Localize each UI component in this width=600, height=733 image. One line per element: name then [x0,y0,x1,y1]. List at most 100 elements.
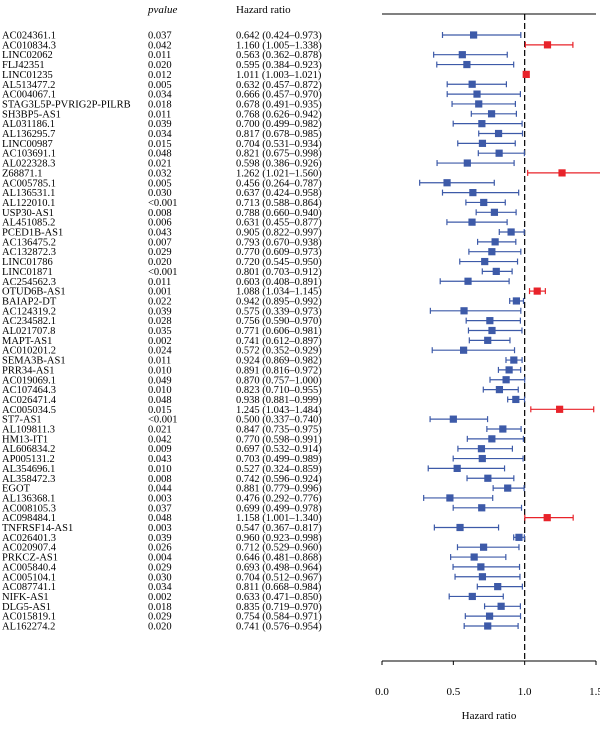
pvalue-cell: 0.015 [148,405,172,416]
gene-label: LINC01786 [2,257,53,268]
hazard-ratio-cell: 0.713 (0.588–0.864) [236,198,322,209]
gene-label: AL513477.2 [2,80,55,91]
hazard-ratio-point [486,317,494,325]
hazard-ratio-point [464,277,472,285]
hazard-ratio-point [494,583,502,591]
gene-label: AC005104.1 [2,572,56,583]
hazard-ratio-point [453,464,461,472]
hazard-ratio-point [485,612,494,620]
pvalue-cell: 0.044 [148,484,172,495]
x-tick-label: 1.0 [518,686,532,698]
gene-label: AC124319.2 [2,306,56,317]
hazard-ratio-cell: 1.245 (1.043–1.484) [236,405,322,416]
gene-label: EGOT [2,484,31,495]
pvalue-cell: 0.011 [148,356,171,367]
gene-label: AC234582.1 [2,316,56,327]
gene-label: SEMA3B-AS1 [2,356,66,367]
hazard-ratio-cell: 0.905 (0.822–0.997) [236,228,322,239]
hazard-ratio-point [469,31,478,39]
pvalue-cell: <0.001 [148,267,178,278]
hazard-ratio-cell: 1.088 (1.034–1.145) [236,287,322,298]
gene-label: LINC00987 [2,139,53,150]
hazard-ratio-cell: 0.699 (0.499–0.978) [236,503,322,514]
hazard-ratio-cell: 0.881 (0.779–0.996) [236,484,322,495]
pvalue-cell: 0.042 [148,434,172,445]
gene-label: AL136531.1 [2,188,55,199]
hazard-ratio-cell: 0.572 (0.352–0.929) [236,346,322,357]
hazard-ratio-point [478,454,486,463]
hazard-ratio-point [507,228,515,236]
hazard-ratio-cell: 0.801 (0.703–0.912) [236,267,322,278]
pvalue-cell: 0.009 [148,444,172,455]
hazard-ratio-cell: 0.704 (0.531–0.934) [236,139,322,150]
gene-label: PRKCZ-AS1 [2,553,58,564]
hazard-ratio-point [478,504,486,512]
pvalue-cell: 0.022 [148,296,172,307]
gene-label: AL109811.3 [2,425,55,436]
hazard-ratio-point [495,149,503,157]
gene-label: FLJ42351 [2,60,45,71]
hazard-ratio-point [512,395,520,404]
hazard-ratio-point [443,179,451,187]
pvalue-cell: 0.011 [148,277,171,288]
hazard-ratio-cell: 0.817 (0.678–0.985) [236,129,322,140]
hazard-ratio-point [478,139,487,147]
pvalue-cell: 0.029 [148,562,172,573]
gene-label: AL031186.1 [2,119,55,130]
hazard-ratio-cell: 0.703 (0.499–0.989) [236,454,322,465]
gene-label: AC010834.3 [2,40,56,51]
hazard-ratio-cell: 0.646 (0.481–0.868) [236,553,322,564]
pvalue-cell: 0.021 [148,425,172,436]
hazard-ratio-cell: 1.158 (1.001–1.340) [236,513,322,524]
hazard-ratio-point [502,376,510,384]
hazard-ratio-cell: 0.924 (0.869–0.982) [236,356,322,367]
hazard-ratio-point [477,563,485,571]
pvalue-cell: 0.049 [148,375,172,386]
hazard-ratio-cell: 0.742 (0.596–0.924) [236,474,322,485]
gene-label: AC004067.1 [2,90,56,101]
hazard-ratio-cell: 0.788 (0.660–0.940) [236,208,322,219]
hazard-ratio-cell: 0.821 (0.675–0.998) [236,149,322,160]
pvalue-cell: 0.034 [148,582,172,593]
gene-label: AL022328.3 [2,159,55,170]
pvalue-cell: 0.035 [148,326,172,337]
pvalue-cell: 0.018 [148,99,172,110]
gene-label: DLG5-AS1 [2,602,51,613]
hazard-ratio-cell: 0.642 (0.424–0.973) [236,31,322,42]
pvalue-cell: 0.034 [148,129,172,140]
hazard-ratio-cell: 0.603 (0.408–0.891) [236,277,322,288]
hazard-ratio-cell: 0.793 (0.670–0.938) [236,237,322,248]
hazard-ratio-cell: 0.631 (0.455–0.877) [236,218,322,229]
pvalue-cell: 0.032 [148,168,172,179]
pvalue-cell: 0.020 [148,622,172,633]
gene-label: AL358472.3 [2,474,55,485]
hazard-ratio-point [458,51,466,59]
hazard-ratio-cell: 0.712 (0.529–0.960) [236,543,322,554]
pvalue-cell: 0.007 [148,237,172,248]
hazard-ratio-point [468,80,476,88]
gene-label: AC015819.1 [2,612,56,623]
hazard-ratio-point [449,415,457,423]
hazard-ratio-cell: 0.847 (0.735–0.975) [236,425,322,436]
hazard-ratio-point [473,90,481,98]
gene-label: TNFRSF14-AS1 [2,523,73,534]
gene-label: AC103691.1 [2,149,56,160]
gene-label: BAIAP2-DT [2,296,57,307]
hazard-ratio-cell: 0.811 (0.668–0.984) [236,582,322,593]
gene-label: AC026401.3 [2,533,56,544]
hazard-ratio-point [469,189,477,197]
hazard-ratio-cell: 0.823 (0.710–0.955) [236,385,322,396]
gene-label: AC005034.5 [2,405,56,416]
gene-label: SH3BP5-AS1 [2,109,61,120]
hazard-ratio-cell: 0.741 (0.576–0.954) [236,622,322,633]
gene-label: AL162274.2 [2,622,55,633]
hazard-ratio-point [481,257,489,266]
gene-label: AC098484.1 [2,513,56,524]
hazard-ratio-point [510,356,518,364]
hazard-ratio-cell: 0.633 (0.471–0.850) [236,592,322,603]
pvalue-cell: 0.018 [148,602,172,613]
hazard-ratio-cell: 0.598 (0.386–0.926) [236,159,322,170]
gene-label: AC254562.3 [2,277,56,288]
hazard-ratio-point [505,366,513,374]
hazard-ratio-cell: 0.563 (0.362–0.878) [236,50,322,61]
